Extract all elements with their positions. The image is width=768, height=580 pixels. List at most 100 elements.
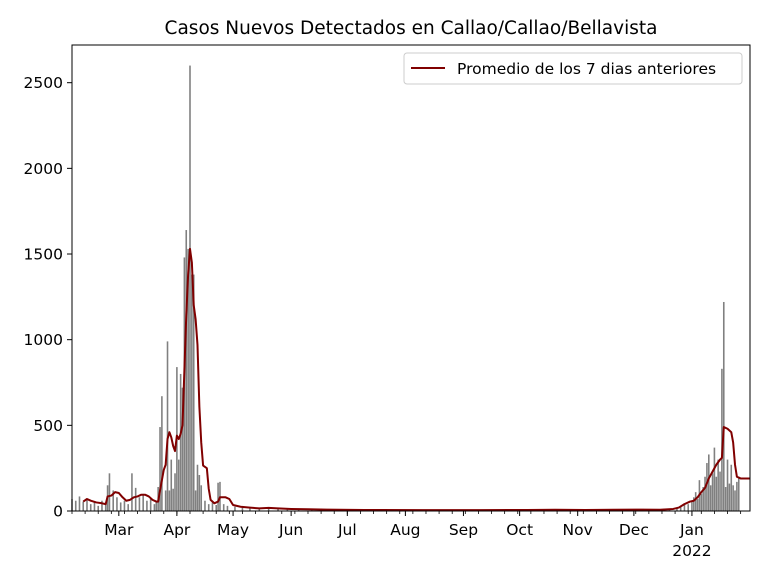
bar	[708, 454, 710, 511]
bar	[146, 500, 148, 511]
bar	[119, 502, 122, 511]
bar	[172, 488, 174, 511]
bar	[676, 508, 678, 511]
bar	[174, 473, 176, 511]
bar	[159, 427, 161, 511]
bar	[185, 230, 188, 511]
bar	[706, 463, 708, 511]
bar	[82, 501, 85, 511]
bar	[74, 500, 77, 511]
bar	[217, 482, 219, 511]
bar	[187, 248, 189, 512]
x-tick-label: Aug	[390, 521, 420, 539]
bar	[189, 65, 191, 511]
average-line	[82, 247, 750, 512]
bar	[704, 476, 706, 511]
x-tick-label: Sep	[449, 521, 478, 539]
x-tick-label: Mar	[104, 521, 134, 539]
bar	[700, 493, 703, 511]
y-tick-label: 0	[53, 503, 63, 521]
bar	[691, 500, 693, 511]
bar	[149, 499, 152, 511]
bar	[696, 499, 699, 511]
bar	[112, 490, 114, 511]
bar	[93, 502, 96, 511]
bar	[127, 504, 129, 511]
x-tick-label: May	[217, 521, 249, 539]
bar	[168, 490, 171, 511]
bar	[191, 274, 193, 511]
bar	[181, 387, 184, 511]
bar	[736, 481, 738, 512]
bar	[198, 475, 201, 511]
bar	[153, 504, 156, 511]
bar	[192, 274, 195, 511]
bar	[728, 483, 731, 511]
bar	[267, 508, 270, 511]
bar	[719, 471, 721, 511]
bar	[249, 508, 251, 511]
x-tick-label: Apr	[163, 521, 190, 539]
bar	[164, 490, 167, 511]
bar	[226, 505, 229, 511]
legend-box	[403, 52, 743, 85]
legend-label: Promedio de los 7 dias anteriores	[457, 60, 716, 78]
y-tick-label: 1500	[24, 246, 63, 264]
bar	[693, 497, 695, 511]
bar	[179, 373, 182, 511]
bar	[134, 487, 137, 511]
legend: Promedio de los 7 dias anteriores	[403, 52, 743, 85]
bar	[166, 341, 169, 511]
bar	[297, 509, 300, 511]
bar	[722, 301, 725, 511]
bar	[108, 473, 111, 511]
bar	[737, 476, 740, 511]
bar	[196, 464, 199, 511]
x-tick-label: Oct	[506, 521, 533, 539]
plot-frame	[71, 44, 751, 512]
bar	[123, 500, 126, 511]
x-tick-label: Jun	[278, 521, 303, 539]
bar	[86, 499, 88, 511]
y-tick-label: 500	[33, 417, 63, 435]
x-tick-sublabel: 2022	[672, 542, 711, 560]
bar	[101, 500, 103, 511]
bar	[713, 447, 716, 511]
bar	[116, 497, 118, 511]
bar	[258, 507, 261, 511]
y-tick-label: 1000	[24, 331, 63, 349]
bar	[177, 459, 180, 511]
bar	[734, 490, 736, 511]
x-tick-label: Jan	[679, 521, 704, 539]
bar	[200, 485, 203, 511]
bar	[89, 504, 92, 511]
bar	[679, 505, 682, 511]
bar	[78, 496, 81, 511]
x-tick-label: Nov	[563, 521, 593, 539]
bar	[204, 500, 206, 511]
bar	[161, 396, 163, 511]
y-axis: 0 500 1000 1500 2000 2500	[24, 74, 72, 521]
bar	[170, 459, 173, 511]
bar	[155, 500, 158, 511]
plot-area	[72, 45, 750, 511]
bar	[711, 473, 714, 511]
bar	[241, 507, 244, 511]
bar	[138, 497, 141, 511]
bar	[97, 505, 100, 511]
bar	[717, 459, 719, 511]
bar	[131, 473, 133, 511]
x-tick-label: Dec	[619, 521, 649, 539]
bar	[194, 490, 197, 511]
bar	[721, 368, 723, 511]
bar	[683, 503, 686, 511]
bar	[234, 506, 236, 511]
bar	[724, 487, 727, 511]
bar	[709, 485, 712, 511]
bar	[694, 492, 697, 511]
bar	[715, 476, 718, 511]
bar	[222, 504, 225, 511]
bar	[104, 502, 107, 511]
chart-title: Casos Nuevos Detectados en Callao/Callao…	[165, 18, 658, 39]
